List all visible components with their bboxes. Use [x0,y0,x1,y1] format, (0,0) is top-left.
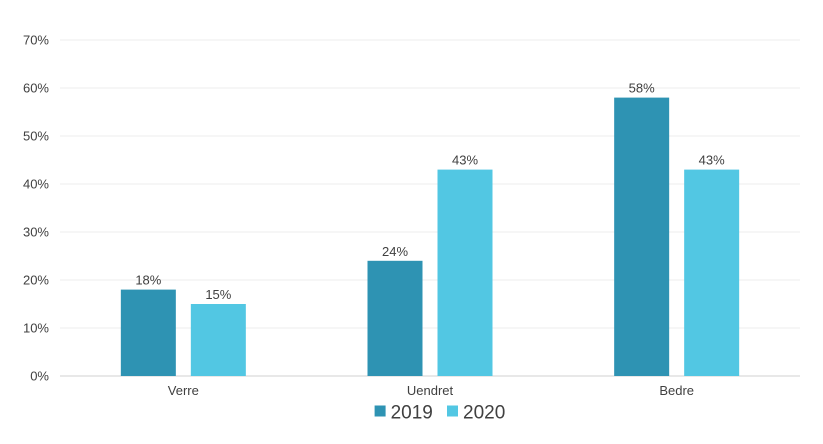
y-tick-label: 30% [23,225,49,240]
x-tick-label: Bedre [659,383,694,398]
bar-2019-uendret [367,260,423,376]
data-label: 18% [135,273,161,288]
y-axis: 0% 10% 20% 30% 40% 50% 60% 70% [23,33,49,384]
y-tick-label: 50% [23,129,49,144]
legend-swatch-2019 [374,405,386,417]
legend-label-2020: 2020 [463,403,505,424]
legend-label-2019: 2019 [391,403,433,424]
legend: 2019 2020 [374,403,505,424]
y-tick-label: 60% [23,81,49,96]
gridlines [60,39,800,377]
y-tick-label: 10% [23,321,49,336]
data-label: 43% [699,153,725,168]
y-tick-label: 40% [23,177,49,192]
y-tick-label: 0% [30,369,49,384]
data-label: 24% [382,244,408,259]
bars: 18% 15% 24% 43% 58% 43% [120,81,740,376]
x-tick-label: Uendret [407,383,454,398]
y-tick-label: 20% [23,273,49,288]
bar-2020-bedre [684,169,740,376]
data-label: 58% [629,81,655,96]
data-label: 43% [452,153,478,168]
x-axis: Verre Uendret Bedre [168,383,694,398]
y-tick-label: 70% [23,33,49,48]
bar-2020-uendret [437,169,493,376]
data-label: 15% [205,287,231,302]
x-tick-label: Verre [168,383,199,398]
legend-swatch-2020 [447,405,458,417]
bar-2019-bedre [614,97,670,376]
bar-2020-verre [190,304,246,376]
bar-2019-verre [120,289,176,376]
